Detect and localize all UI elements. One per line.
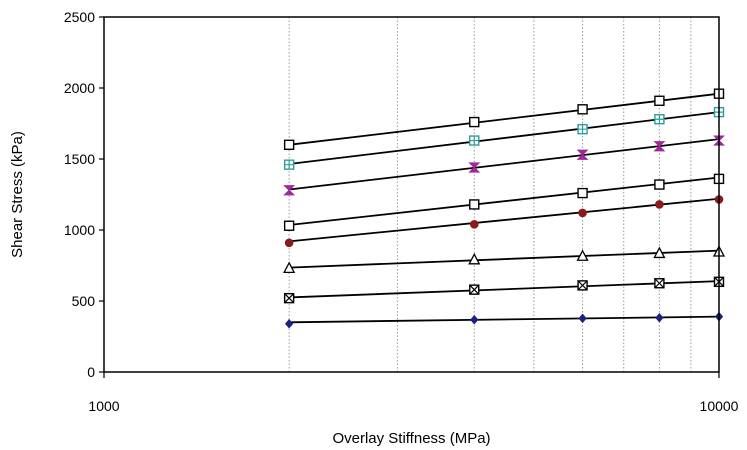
- data-point: [283, 220, 295, 231]
- data-point: [283, 159, 295, 170]
- y-tick-label: 1500: [64, 151, 95, 167]
- data-point: [283, 292, 295, 304]
- data-point: [654, 278, 665, 289]
- x-tick-label: 10000: [700, 398, 739, 414]
- data-markers: [283, 88, 726, 329]
- series-fit-line: [289, 92, 720, 146]
- data-point: [469, 199, 480, 210]
- data-point: [653, 246, 666, 259]
- data-point: [655, 200, 664, 209]
- data-point: [468, 162, 481, 173]
- marker-x: [654, 278, 665, 289]
- y-tick-label: 2000: [64, 80, 95, 96]
- data-point: [578, 313, 587, 324]
- series-fit-line: [289, 176, 720, 226]
- marker-x: [284, 293, 295, 304]
- data-point: [283, 261, 296, 273]
- data-point: [577, 280, 588, 291]
- data-point: [283, 139, 295, 151]
- data-point: [469, 116, 480, 128]
- series-fit-line: [289, 280, 720, 299]
- y-tick-label: 2500: [64, 9, 95, 25]
- y-tick-label: 0: [87, 364, 95, 380]
- data-point: [577, 104, 588, 115]
- data-point: [577, 123, 588, 135]
- series-fit-line: [289, 197, 720, 243]
- series-fit-line: [289, 249, 720, 269]
- data-point: [469, 220, 479, 229]
- marker-x: [577, 280, 588, 291]
- data-point: [284, 318, 294, 329]
- data-point: [654, 114, 665, 125]
- y-tick-label: 1000: [64, 222, 95, 238]
- marker-x: [469, 284, 480, 295]
- data-point: [577, 187, 588, 199]
- data-point: [576, 149, 589, 160]
- fit-lines: [289, 92, 720, 324]
- marker-cross: [469, 136, 479, 146]
- series-fit-line: [289, 138, 720, 191]
- axis-ticks: 0 500 1000 1500 2000 2500 1000 10000: [64, 9, 739, 414]
- x-tick-label: 1000: [88, 398, 119, 414]
- plot-area-frame: [103, 16, 720, 373]
- data-point: [655, 312, 664, 323]
- data-point: [283, 185, 296, 196]
- data-point: [469, 135, 480, 146]
- data-point: [284, 238, 294, 248]
- data-point: [470, 314, 479, 325]
- y-axis-label: Shear Stress (kPa): [9, 131, 26, 258]
- data-point: [578, 208, 587, 218]
- series-fit-line: [289, 315, 720, 324]
- marker-cross: [284, 160, 294, 170]
- series-fit-line: [289, 111, 720, 165]
- marker-cross: [654, 114, 664, 124]
- marker-cross: [578, 124, 588, 134]
- data-point: [469, 284, 480, 295]
- data-point: [653, 141, 666, 152]
- data-point: [576, 249, 589, 261]
- y-tick-label: 500: [72, 293, 96, 309]
- data-point: [654, 95, 665, 106]
- data-point: [468, 252, 481, 265]
- x-axis-label: Overlay Stiffness (MPa): [332, 430, 490, 447]
- data-point: [654, 179, 665, 190]
